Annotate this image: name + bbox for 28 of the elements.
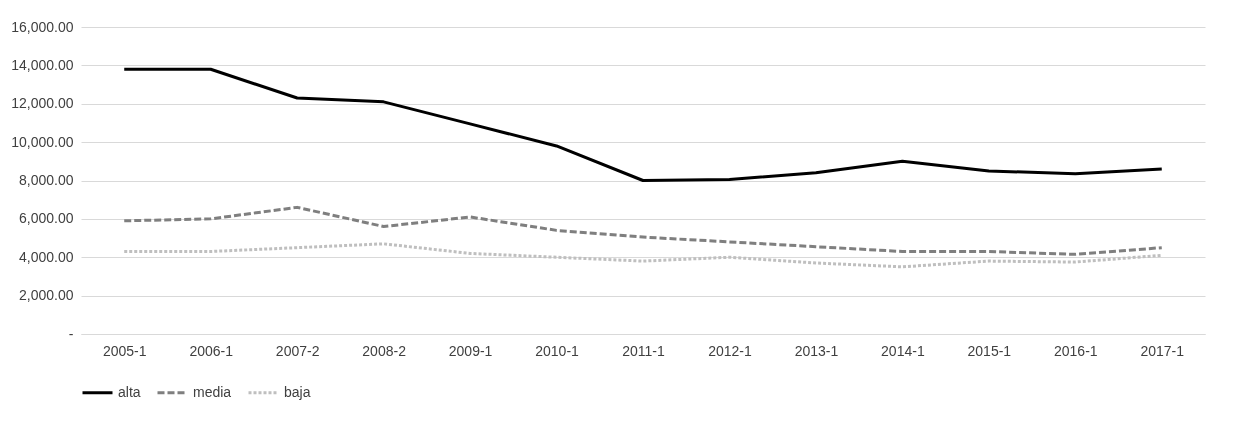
- line-series: [122, 67, 1164, 182]
- y-tick-label: 2,000.00: [19, 287, 74, 304]
- x-tick-label: 2017-1: [1140, 342, 1185, 359]
- x-tick-label: 2010-1: [535, 342, 580, 359]
- y-tick-label: 4,000.00: [19, 248, 74, 265]
- y-tick-label: 8,000.00: [19, 172, 74, 188]
- x-tick-label: 2013-1: [794, 342, 839, 359]
- y-tick-label: 14,000.00: [11, 56, 74, 73]
- legend-label: baja: [284, 383, 311, 400]
- y-tick-label: 16,000.00: [11, 18, 74, 35]
- y-tick-label: -: [68, 325, 74, 342]
- y-tick-label: 12,000.00: [11, 95, 74, 112]
- x-tick-label: 2009-1: [448, 342, 493, 359]
- x-tick-label: 2005-1: [102, 342, 147, 359]
- legend-label: alta: [118, 383, 141, 400]
- x-tick-label: 2016-1: [1054, 342, 1098, 359]
- x-tick-label: 2014-1: [881, 342, 925, 359]
- x-tick-label: 2012-1: [708, 342, 752, 359]
- x-tick-label: 2015-1: [967, 342, 1012, 359]
- legend-label: media: [193, 383, 232, 400]
- x-tick-label: 2007-2: [275, 342, 320, 359]
- x-tick-label: 2006-1: [189, 342, 234, 359]
- line-series: [122, 205, 1164, 256]
- line-series: [122, 242, 1164, 269]
- y-tick-label: 10,000.00: [11, 133, 74, 150]
- y-tick-label: 6,000.00: [19, 210, 74, 227]
- x-tick-label: 2011-1: [622, 342, 665, 359]
- x-tick-label: 2008-2: [362, 342, 407, 359]
